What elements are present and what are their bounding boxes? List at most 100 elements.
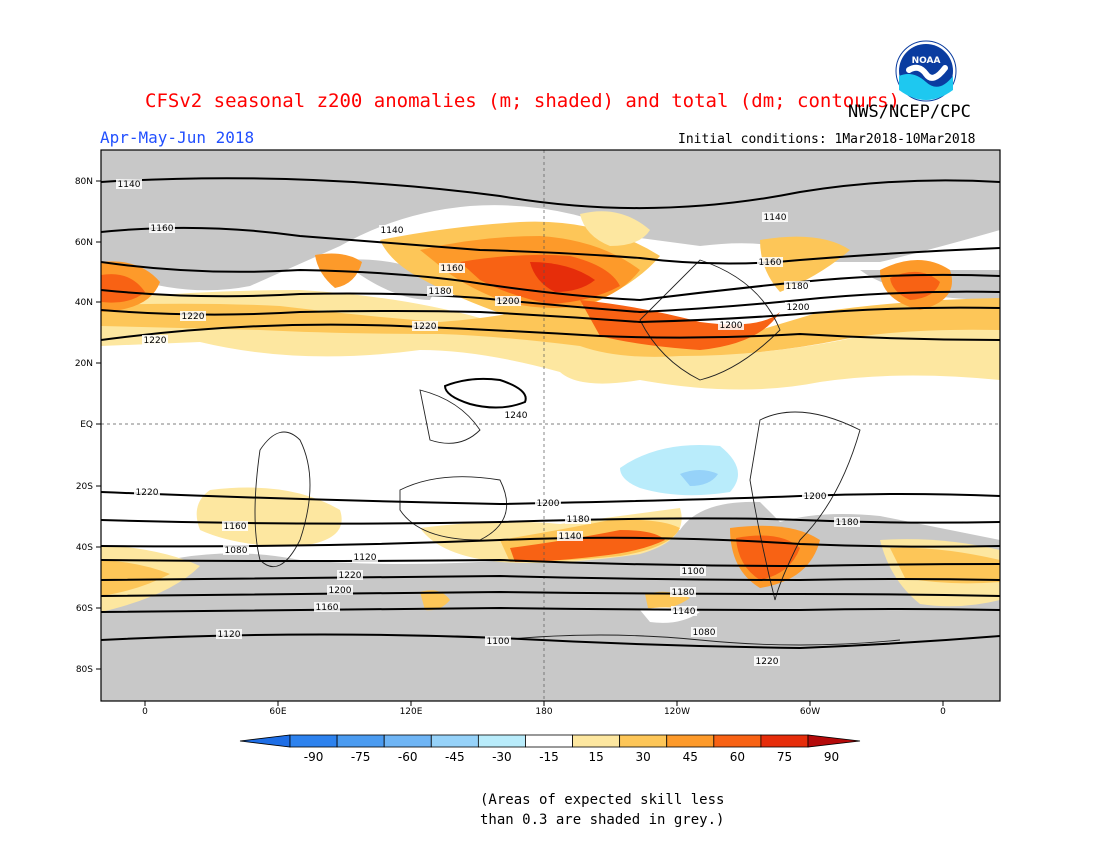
contour-label-bg xyxy=(691,627,717,637)
colorbar-swatch xyxy=(666,734,715,748)
contour-label-bg xyxy=(718,320,744,330)
contour-label-bg xyxy=(337,570,363,580)
contour-label: 1160 xyxy=(151,224,174,234)
contour-label-bg xyxy=(134,487,160,497)
lon-label: 60E xyxy=(269,707,286,717)
contour-label: 1120 xyxy=(218,630,241,640)
contour-label: 1100 xyxy=(682,567,705,577)
contour-label: 1180 xyxy=(429,287,452,297)
contour-label: 1180 xyxy=(786,282,809,292)
contour-label-bg xyxy=(834,517,860,527)
contour-label: 1140 xyxy=(559,532,582,542)
contour-label: 1180 xyxy=(836,518,859,528)
colorbar-swatch xyxy=(713,734,762,748)
contour-label-bg xyxy=(784,281,810,291)
contour-label: 1200 xyxy=(787,303,810,313)
colorbar-arrow-max xyxy=(807,734,861,748)
colorbar-tick-label: 45 xyxy=(683,750,698,764)
colorbar-arrow-min xyxy=(239,734,291,748)
contour-label: 1200 xyxy=(804,492,827,502)
contour-label-bg xyxy=(314,602,340,612)
contour-label-bg xyxy=(535,498,561,508)
contour-label: 1100 xyxy=(487,637,510,647)
lat-label: 60N xyxy=(75,238,93,248)
contour-label-bg xyxy=(180,311,206,321)
contour-label-bg xyxy=(680,566,706,576)
contour-label-bg xyxy=(379,225,405,235)
chart-title: CFSv2 seasonal z200 anomalies (m; shaded… xyxy=(145,90,900,112)
contour-label: 1180 xyxy=(567,515,590,525)
colorbar-swatch xyxy=(336,734,385,748)
contour-label-bg xyxy=(222,521,248,531)
contour-label-bg xyxy=(223,545,249,555)
map-frame xyxy=(100,149,1001,702)
lon-label: 180 xyxy=(535,707,552,717)
colorbar-swatch xyxy=(289,734,338,748)
colorbar-tick-label: 15 xyxy=(588,750,603,764)
contour-lines xyxy=(101,177,1000,650)
contour-label-bg xyxy=(754,656,780,666)
colorbar-tick-label: 60 xyxy=(730,750,745,764)
contour-label-bg xyxy=(327,585,353,595)
contour-label-bg xyxy=(116,179,142,189)
lat-label: 80N xyxy=(75,177,93,187)
colorbar-tick-label: -90 xyxy=(304,750,324,764)
contour-label-bg xyxy=(142,335,168,345)
colorbar: -90 -75 -60 -45 -30 -15 15 30 45 60 75 90 xyxy=(239,734,861,764)
contour-label: 1080 xyxy=(693,628,716,638)
agency-label: NWS/NCEP/CPC xyxy=(848,102,971,122)
lon-label: 0 xyxy=(940,707,946,717)
lat-label: 40S xyxy=(76,543,93,553)
contour-label-group: 1140 1140 1160 1140 1160 1180 1200 1200 1220 1220… xyxy=(116,179,860,667)
contour-label: 1160 xyxy=(224,522,247,532)
contour-label: 1200 xyxy=(497,297,520,307)
contour-label-bg xyxy=(412,321,438,331)
contour-label: 1140 xyxy=(381,226,404,236)
contour-label: 1200 xyxy=(537,499,560,509)
contour-label-bg xyxy=(757,257,783,267)
contour-label-bg xyxy=(352,552,378,562)
contour-label-bg xyxy=(485,636,511,646)
map-layers: 1140 1140 1160 1140 1160 1180 1200 1200 1220 1220… xyxy=(101,150,1000,701)
contour-label-bg xyxy=(149,223,175,233)
lon-label: 60W xyxy=(800,707,820,717)
contour-label-bg xyxy=(802,491,828,501)
contour-label-bg xyxy=(439,263,465,273)
colorbar-tick-label: -75 xyxy=(351,750,371,764)
contour-label: 1240 xyxy=(505,411,528,421)
colorbar-swatch xyxy=(383,734,432,748)
colorbar-tick-label: 75 xyxy=(777,750,792,764)
colorbar-swatch xyxy=(430,734,479,748)
lat-label: EQ xyxy=(80,420,93,430)
skill-note-line2: than 0.3 are shaded in grey.) xyxy=(480,812,725,828)
skill-note-line1: (Areas of expected skill less xyxy=(480,792,725,808)
season-label: Apr-May-Jun 2018 xyxy=(100,128,255,147)
contour-label: 1160 xyxy=(316,603,339,613)
colorbar-swatch xyxy=(619,734,668,748)
contour-label-bg xyxy=(671,606,697,616)
contour-label: 1220 xyxy=(182,312,205,322)
lon-label-group: 0 60E 120E 180 120W 60W 0 xyxy=(142,701,946,717)
map-grid xyxy=(101,150,1000,701)
colorbar-tick-label: -15 xyxy=(539,750,559,764)
contour-label: 1220 xyxy=(414,322,437,332)
lat-label: 20S xyxy=(76,482,93,492)
lat-label: 40N xyxy=(75,298,93,308)
contour-label: 1200 xyxy=(720,321,743,331)
colorbar-tick-label: -60 xyxy=(398,750,418,764)
contour-label: 1140 xyxy=(673,607,696,617)
colorbar-swatch xyxy=(525,734,573,748)
colorbar-swatch xyxy=(760,734,809,748)
contour-label: 1160 xyxy=(759,258,782,268)
contour-label-bg xyxy=(557,531,583,541)
contour-label-bg xyxy=(216,629,242,639)
lat-label: 20N xyxy=(75,359,93,369)
contour-label-bg xyxy=(565,514,591,524)
contour-label: 1160 xyxy=(441,264,464,274)
noaa-logo: NOAA xyxy=(895,40,957,102)
lat-label: 60S xyxy=(76,604,93,614)
contour-label: 1220 xyxy=(339,571,362,581)
lat-label: 80S xyxy=(76,665,93,675)
contour-label-bg xyxy=(785,302,811,312)
